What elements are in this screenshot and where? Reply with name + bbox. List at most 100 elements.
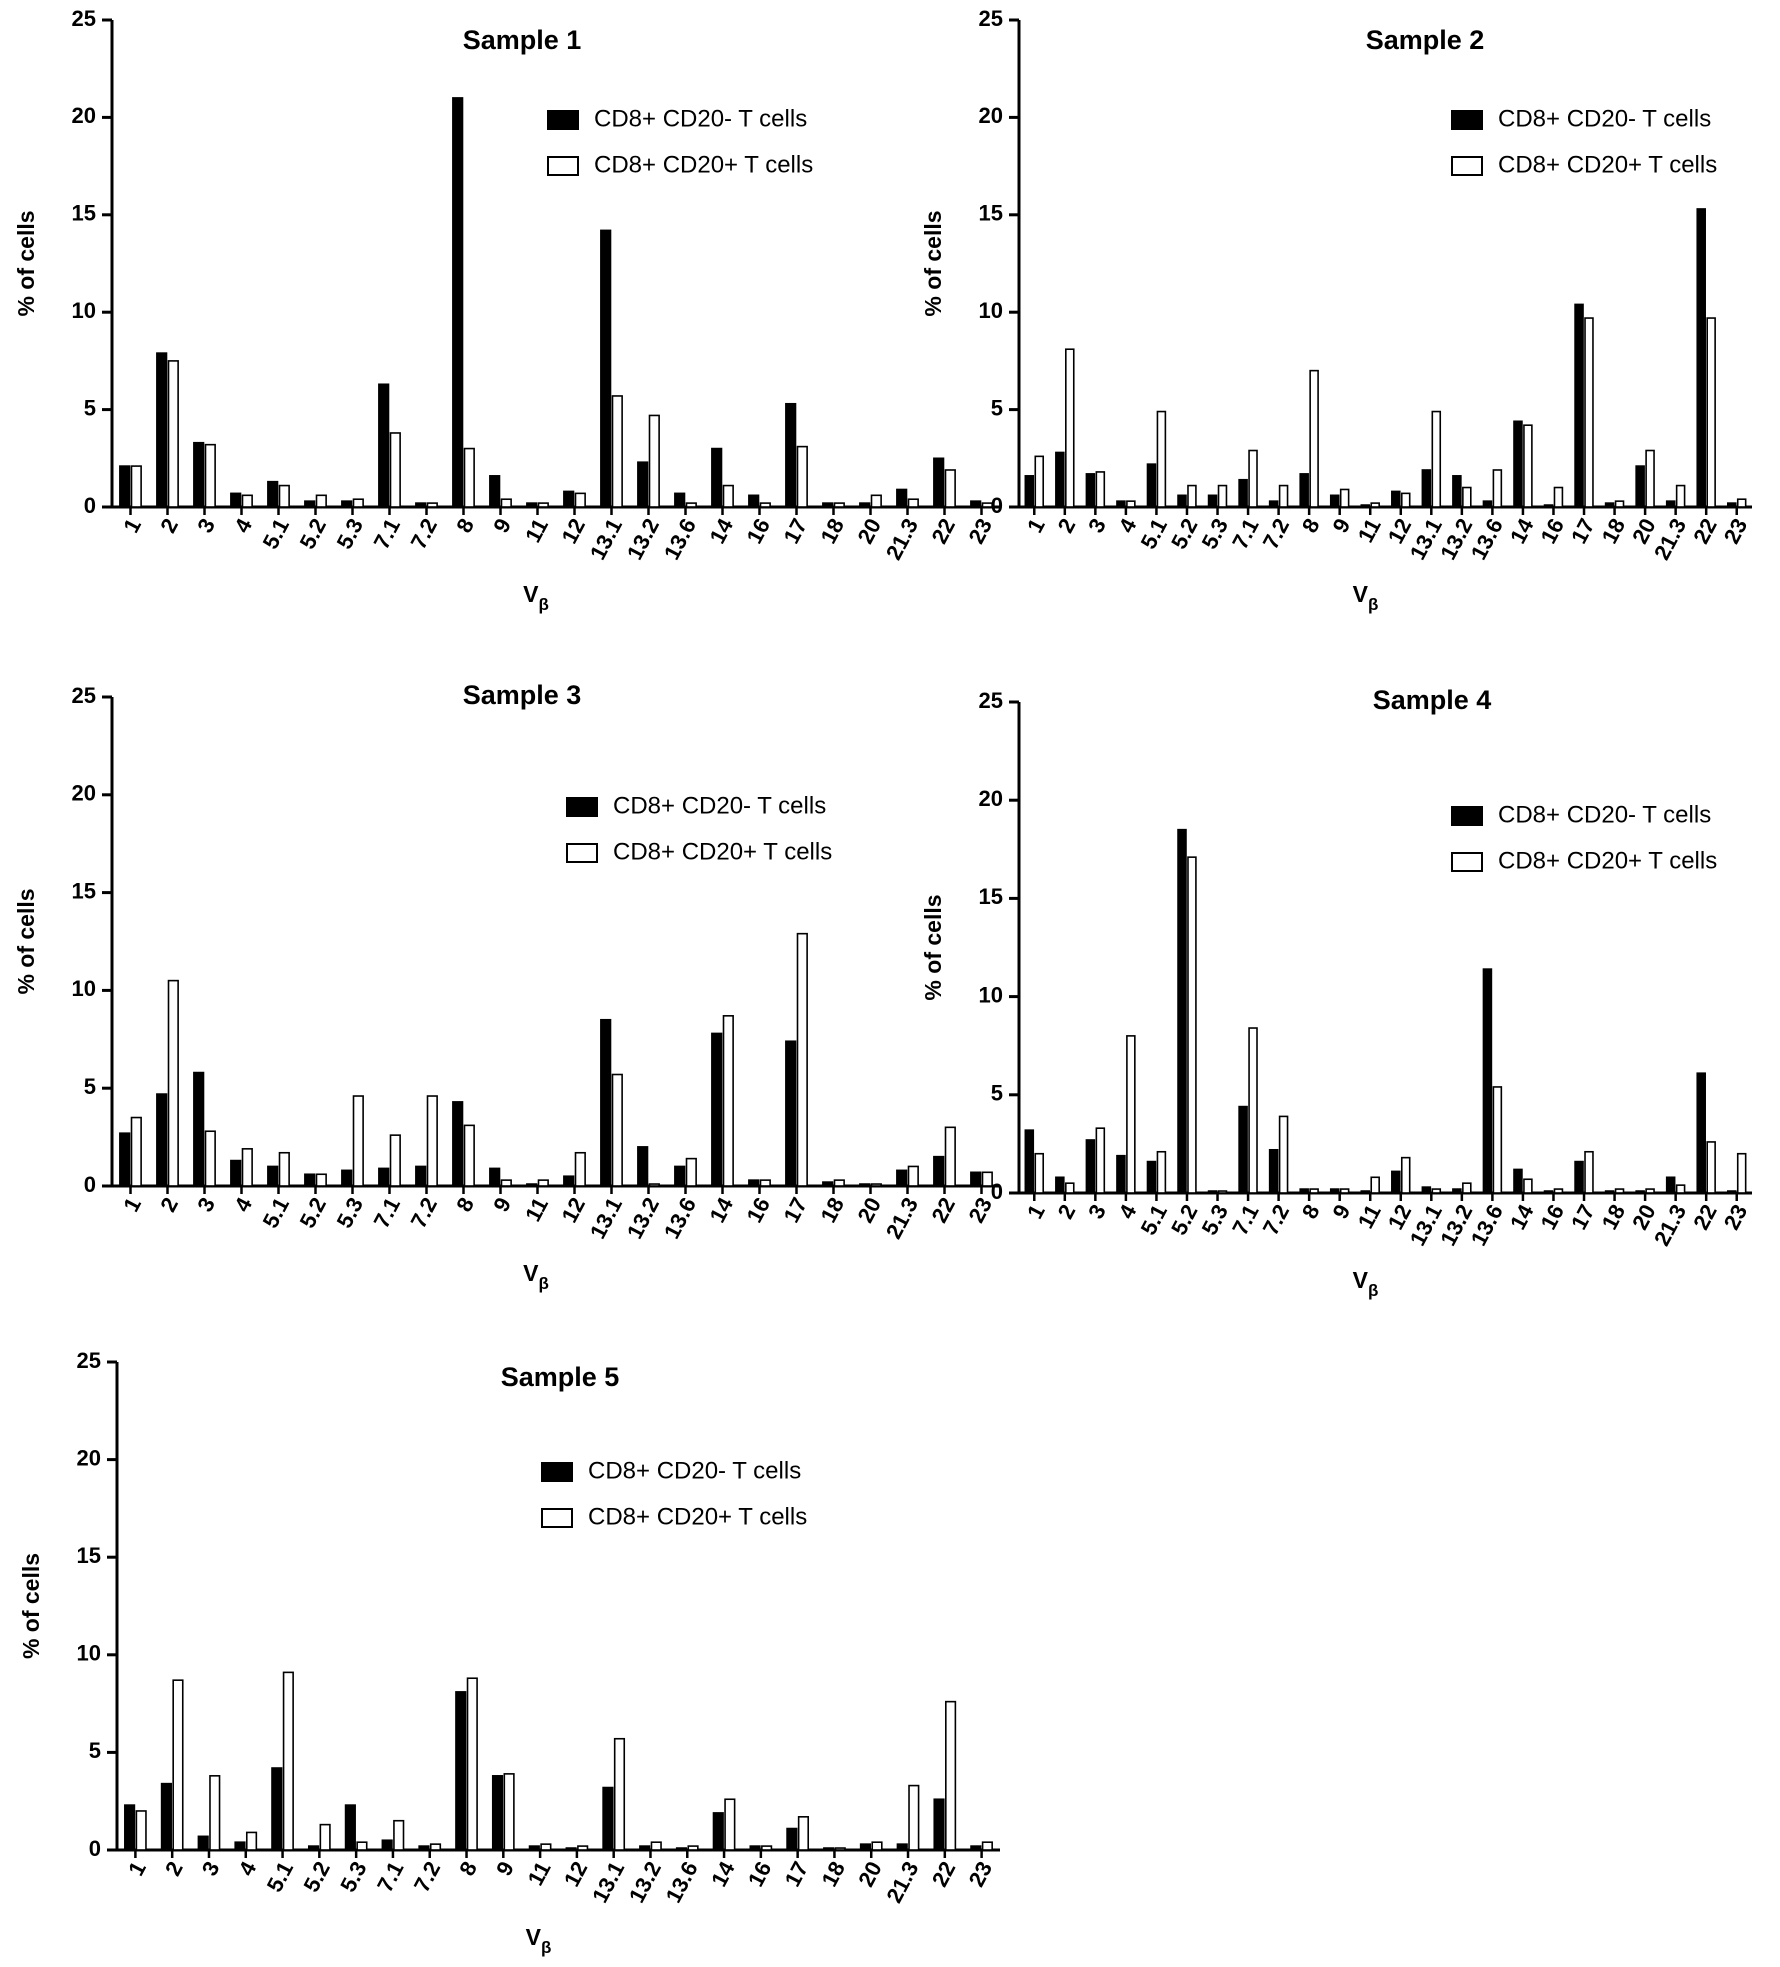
bar-cd20pos-5.3 <box>356 1841 368 1851</box>
bar-cd20pos-21.3 <box>908 1784 920 1851</box>
bar-cd20pos-9 <box>500 498 512 508</box>
x-tick-label: 11 <box>520 1193 553 1225</box>
x-tick-label: 12 <box>559 1857 593 1890</box>
y-tick-label: 5 <box>991 1081 1003 1106</box>
bar-cd20pos-17 <box>797 1816 810 1851</box>
bar-cd20neg-3 <box>193 441 205 508</box>
legend-label-cd20pos: CD8+ CD20+ T cells <box>1498 151 1717 178</box>
bar-cd20neg-20 <box>1635 465 1645 508</box>
bar-cd20pos-1 <box>130 465 142 508</box>
bar-cd20pos-7.1 <box>389 1134 401 1187</box>
bar-cd20neg-3 <box>1085 1139 1096 1194</box>
bar-cd20neg-13.1 <box>1421 469 1432 508</box>
bar-cd20pos-17 <box>1584 317 1594 508</box>
bar-cd20pos-4 <box>241 1148 253 1187</box>
y-axis-label: % of cells <box>920 210 946 316</box>
x-tick-label: 12 <box>556 514 590 547</box>
bar-cd20pos-5.1 <box>1156 1150 1167 1194</box>
x-tick-label: 1 <box>118 514 146 537</box>
bar-cd20pos-23 <box>1736 498 1747 508</box>
bar-cd20neg-7.1 <box>1238 1105 1248 1194</box>
bar-cd20pos-13.6 <box>687 1845 699 1851</box>
bar-cd20neg-2 <box>1055 451 1065 508</box>
bar-cd20pos-8 <box>1309 1188 1319 1194</box>
legend-swatch-cd20neg <box>566 797 598 817</box>
bar-cd20neg-7.1 <box>381 1839 393 1851</box>
bar-cd20neg-3 <box>1085 473 1096 508</box>
bar-cd20neg-5.3 <box>1207 1190 1218 1194</box>
bar-cd20neg-13.2 <box>1452 475 1462 508</box>
bar-cd20neg-13.1 <box>600 1018 612 1187</box>
x-tick-label: 8 <box>1297 1200 1325 1223</box>
x-tick-label: 21.3 <box>1649 1200 1691 1250</box>
y-tick-label: 15 <box>72 201 96 226</box>
bar-cd20pos-13.2 <box>1462 1182 1472 1194</box>
bar-cd20neg-18 <box>1604 1190 1615 1194</box>
x-tick-label: 7.1 <box>372 1857 408 1896</box>
legend-label-cd20pos: CD8+ CD20+ T cells <box>588 1503 807 1530</box>
x-tick-label: 4 <box>1114 514 1142 537</box>
bar-cd20neg-14 <box>1513 1168 1523 1194</box>
x-tick-label: 1 <box>1022 514 1050 537</box>
legend-swatch-cd20neg <box>547 110 579 130</box>
bar-cd20neg-5.1 <box>267 480 279 508</box>
x-tick-label: 7.1 <box>1227 1200 1263 1239</box>
x-tick-label: 18 <box>816 1857 850 1890</box>
bar-cd20pos-12 <box>574 492 586 508</box>
chart-title: Sample 5 <box>501 1362 620 1392</box>
x-tick-label: 13.1 <box>587 1857 629 1907</box>
bar-cd20pos-9 <box>1339 488 1350 508</box>
x-tick-label: 18 <box>1597 514 1631 547</box>
x-tick-label: 13.6 <box>659 1193 701 1243</box>
bar-cd20pos-5.2 <box>1187 856 1197 1194</box>
x-tick-label: 13.1 <box>585 1193 627 1243</box>
x-tick-label: 22 <box>926 1193 960 1226</box>
x-axis-label-main: V <box>523 581 539 607</box>
y-tick-label: 10 <box>77 1641 101 1666</box>
x-tick-label: 1 <box>1022 1200 1050 1223</box>
x-tick-label: 9 <box>491 1857 519 1880</box>
bar-cd20neg-5.3 <box>344 1804 356 1851</box>
x-tick-label: 13.1 <box>585 514 627 564</box>
bar-cd20neg-20 <box>859 1183 871 1187</box>
bar-cd20neg-4 <box>1116 1154 1126 1194</box>
bar-cd20neg-3 <box>193 1071 205 1187</box>
bar-cd20neg-20 <box>859 1843 872 1851</box>
bar-cd20pos-7.2 <box>426 1095 438 1187</box>
bar-cd20neg-18 <box>822 502 834 508</box>
bar-cd20pos-1 <box>1034 1152 1045 1194</box>
x-tick-label: 13.2 <box>624 1857 666 1907</box>
bar-cd20neg-4 <box>234 1841 246 1851</box>
x-tick-label: 4 <box>1114 1200 1142 1223</box>
x-tick-label: 7.2 <box>1258 514 1294 553</box>
x-axis-label-subscript: β <box>538 595 548 614</box>
bar-cd20neg-16 <box>749 1845 761 1851</box>
bar-cd20pos-5.2 <box>1187 484 1197 508</box>
bar-cd20pos-4 <box>245 1831 258 1851</box>
x-tick-label: 13.2 <box>1435 1200 1477 1250</box>
bar-cd20pos-13.1 <box>1431 410 1442 508</box>
bar-cd20pos-16 <box>759 1179 771 1187</box>
x-tick-label: 7.2 <box>1258 1200 1294 1239</box>
x-tick-label: 7.2 <box>409 1857 445 1896</box>
bar-cd20neg-9 <box>491 1775 504 1851</box>
bar-cd20pos-21.3 <box>1675 484 1686 508</box>
y-tick-label: 25 <box>72 683 96 708</box>
x-tick-label: 5.2 <box>295 1193 331 1232</box>
legend-swatch-cd20pos <box>566 843 598 863</box>
bar-cd20pos-18 <box>1614 500 1625 508</box>
bar-cd20neg-4 <box>230 1159 242 1187</box>
x-tick-label: 17 <box>1566 1200 1600 1233</box>
bar-cd20neg-7.1 <box>378 383 390 508</box>
x-tick-label: 14 <box>704 514 738 548</box>
bar-cd20neg-23 <box>1726 1190 1737 1194</box>
legend-label-cd20pos: CD8+ CD20+ T cells <box>1498 847 1717 874</box>
legend-swatch-cd20pos <box>541 1508 573 1528</box>
x-tick-label: 20 <box>852 514 886 547</box>
bar-cd20pos-13.1 <box>611 1073 623 1187</box>
bar-cd20pos-4 <box>1126 500 1136 508</box>
bar-cd20pos-2 <box>1065 1182 1075 1194</box>
bar-cd20neg-16 <box>1543 1190 1554 1194</box>
bar-cd20neg-2 <box>156 1093 168 1187</box>
bar-cd20neg-11 <box>528 1845 540 1851</box>
